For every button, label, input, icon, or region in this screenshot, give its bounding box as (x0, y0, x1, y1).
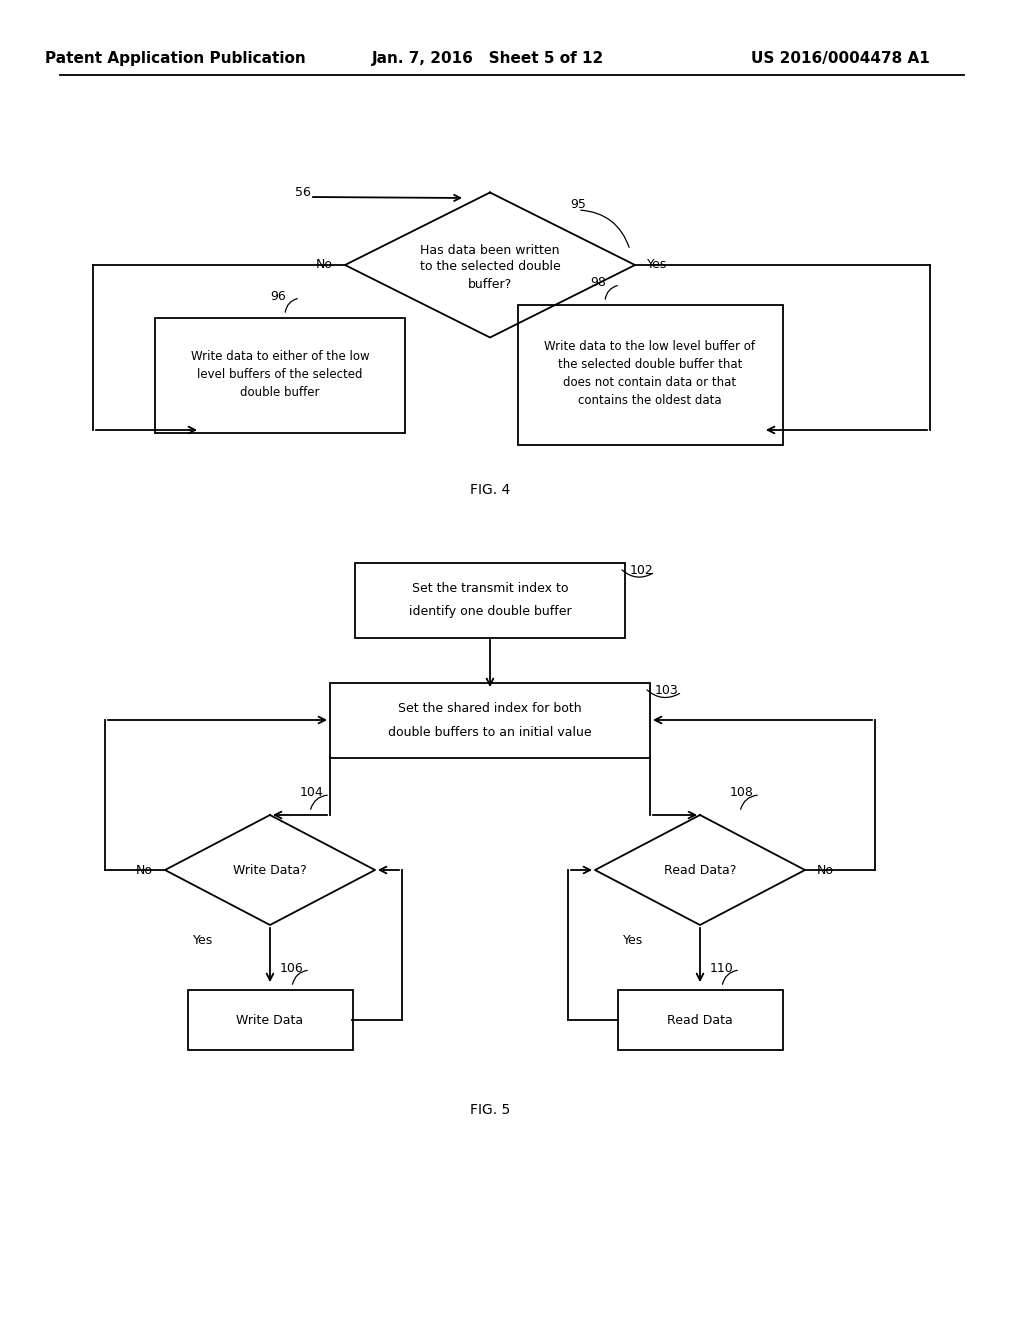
Text: double buffer: double buffer (241, 387, 319, 400)
Text: No: No (316, 259, 333, 272)
Text: 106: 106 (280, 961, 304, 974)
Text: Set the transmit index to: Set the transmit index to (412, 582, 568, 594)
Text: Read Data: Read Data (667, 1014, 733, 1027)
Text: identify one double buffer: identify one double buffer (409, 606, 571, 619)
Text: 98: 98 (590, 276, 606, 289)
Text: contains the oldest data: contains the oldest data (579, 395, 722, 408)
Text: 56: 56 (295, 186, 311, 198)
Text: the selected double buffer that: the selected double buffer that (558, 359, 742, 371)
Bar (187, 990, 352, 1049)
Bar (617, 990, 782, 1049)
Text: 95: 95 (570, 198, 586, 211)
Text: Yes: Yes (647, 259, 668, 272)
Text: Jan. 7, 2016   Sheet 5 of 12: Jan. 7, 2016 Sheet 5 of 12 (372, 50, 604, 66)
Text: level buffers of the selected: level buffers of the selected (198, 368, 362, 381)
Text: Write data to the low level buffer of: Write data to the low level buffer of (545, 341, 756, 354)
Text: Write data to either of the low: Write data to either of the low (190, 351, 370, 363)
Text: to the selected double: to the selected double (420, 260, 560, 273)
Text: No: No (817, 863, 834, 876)
Text: Read Data?: Read Data? (664, 863, 736, 876)
Text: 108: 108 (730, 787, 754, 800)
Bar (155, 318, 406, 433)
Text: No: No (136, 863, 153, 876)
Text: buffer?: buffer? (468, 277, 512, 290)
Text: Has data been written: Has data been written (420, 243, 560, 256)
Text: Yes: Yes (193, 933, 213, 946)
Text: FIG. 5: FIG. 5 (470, 1104, 510, 1117)
Bar (330, 682, 650, 758)
Text: 104: 104 (300, 787, 324, 800)
Text: Write Data?: Write Data? (233, 863, 307, 876)
Text: Yes: Yes (623, 933, 643, 946)
Text: does not contain data or that: does not contain data or that (563, 376, 736, 389)
Text: Write Data: Write Data (237, 1014, 303, 1027)
Text: Set the shared index for both: Set the shared index for both (398, 701, 582, 714)
Bar (355, 562, 625, 638)
Text: FIG. 4: FIG. 4 (470, 483, 510, 498)
Text: 96: 96 (270, 289, 286, 302)
Text: Patent Application Publication: Patent Application Publication (45, 50, 305, 66)
Text: 102: 102 (630, 564, 653, 577)
Text: US 2016/0004478 A1: US 2016/0004478 A1 (751, 50, 930, 66)
Text: 110: 110 (710, 961, 734, 974)
Bar (517, 305, 782, 445)
Text: double buffers to an initial value: double buffers to an initial value (388, 726, 592, 738)
Text: 103: 103 (655, 684, 679, 697)
